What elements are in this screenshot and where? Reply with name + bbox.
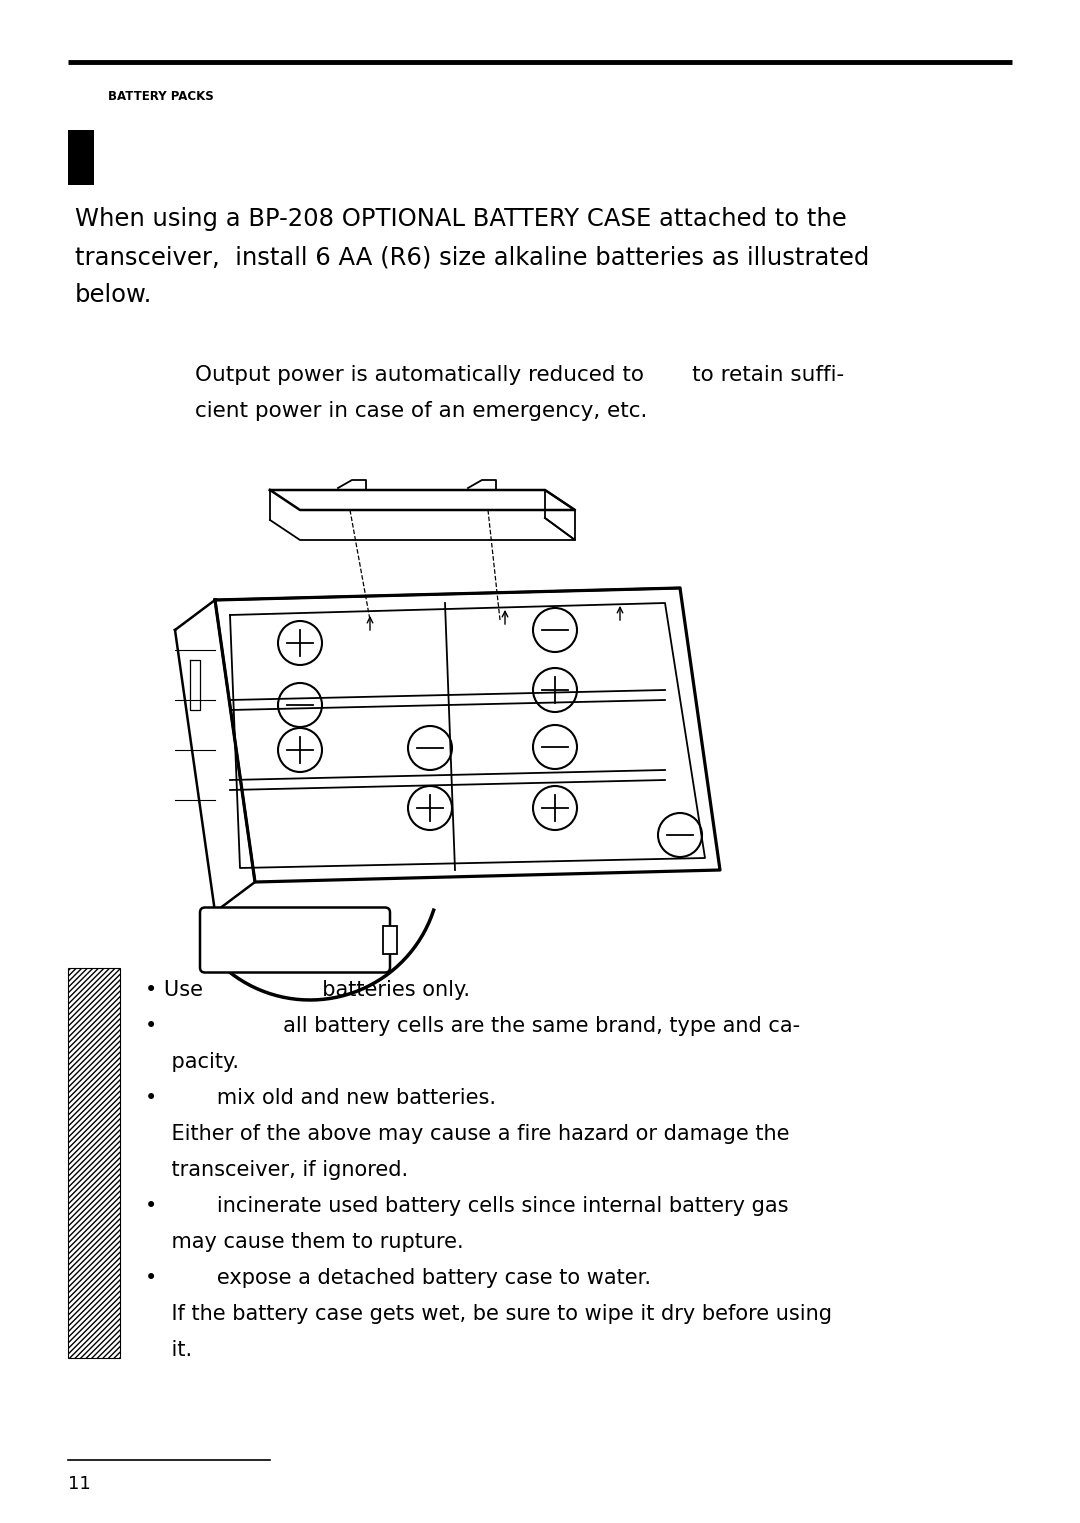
Text: transceiver,  install 6 AA (R6) size alkaline batteries as illustrated: transceiver, install 6 AA (R6) size alka… (75, 245, 869, 270)
Text: BATTERY PACKS: BATTERY PACKS (108, 90, 214, 104)
Text: pacity.: pacity. (145, 1052, 239, 1072)
Text: cient power in case of an emergency, etc.: cient power in case of an emergency, etc… (195, 401, 647, 420)
Text: Output power is automatically reduced to       to retain suffi-: Output power is automatically reduced to… (195, 366, 845, 385)
Text: • Use                  batteries only.: • Use batteries only. (145, 979, 470, 1001)
Text: •         incinerate used battery cells since internal battery gas: • incinerate used battery cells since in… (145, 1196, 788, 1215)
FancyBboxPatch shape (200, 908, 390, 973)
Text: •         mix old and new batteries.: • mix old and new batteries. (145, 1087, 496, 1109)
Bar (68, 969, 120, 1359)
Text: it.: it. (145, 1340, 192, 1360)
Text: If the battery case gets wet, be sure to wipe it dry before using: If the battery case gets wet, be sure to… (145, 1304, 832, 1323)
Text: below.: below. (75, 283, 152, 308)
Text: transceiver, if ignored.: transceiver, if ignored. (145, 1161, 408, 1180)
Text: may cause them to rupture.: may cause them to rupture. (145, 1232, 463, 1252)
Text: •                   all battery cells are the same brand, type and ca-: • all battery cells are the same brand, … (145, 1016, 800, 1036)
Text: •         expose a detached battery case to water.: • expose a detached battery case to wate… (145, 1269, 651, 1288)
Text: Either of the above may cause a fire hazard or damage the: Either of the above may cause a fire haz… (145, 1124, 789, 1144)
Bar (68, 129, 94, 184)
Text: 11: 11 (68, 1474, 91, 1493)
Text: When using a BP-208 OPTIONAL BATTERY CASE attached to the: When using a BP-208 OPTIONAL BATTERY CAS… (75, 207, 847, 231)
Bar (383, 926, 397, 953)
